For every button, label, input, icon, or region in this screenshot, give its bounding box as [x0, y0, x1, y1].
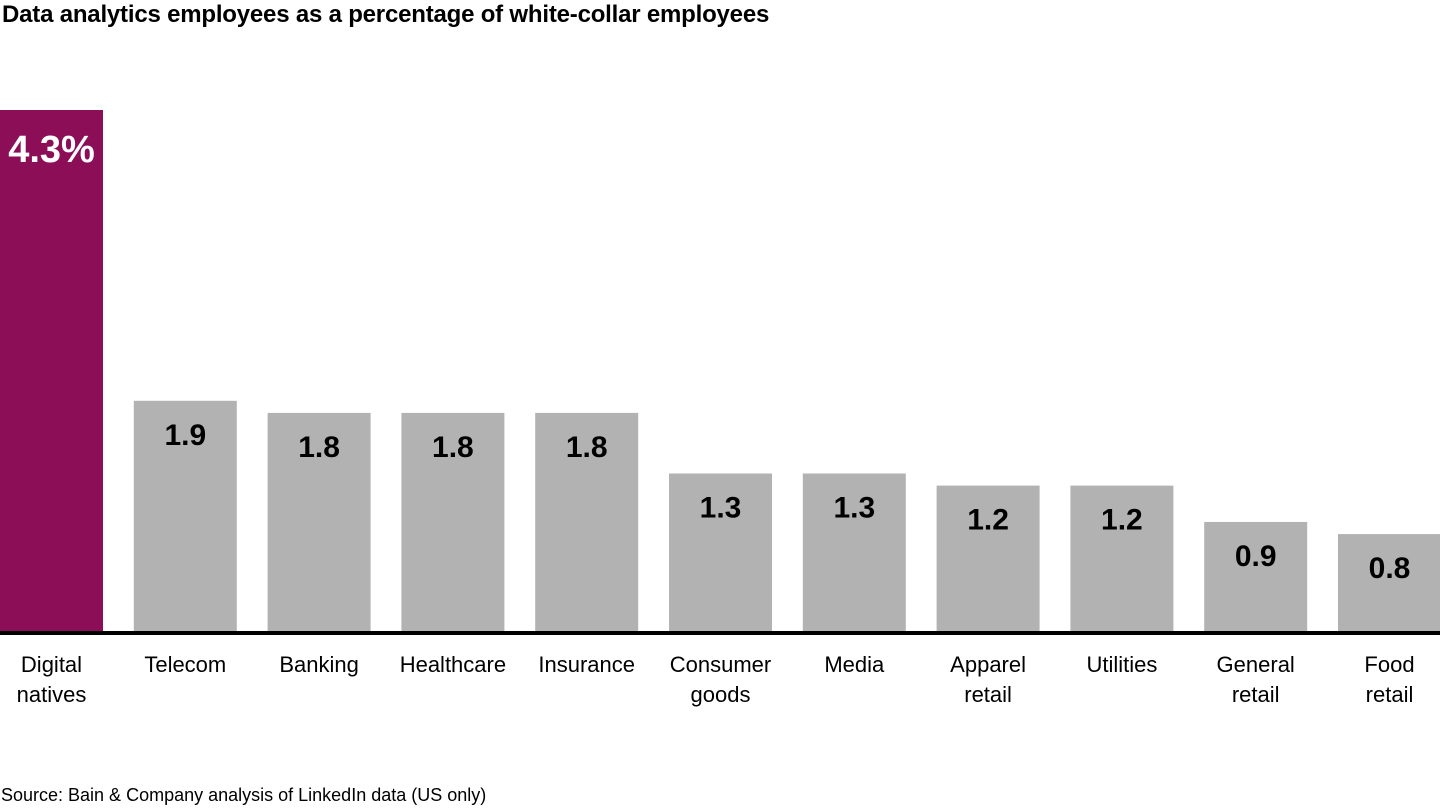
x-tick-label: Apparel retail: [950, 652, 1026, 707]
bar-general-retail: [1204, 521, 1308, 631]
x-tick-label: Media: [824, 652, 885, 677]
data-label: 1.8: [432, 431, 474, 464]
x-axis-line: [0, 631, 1440, 635]
bar-healthcare: [401, 412, 505, 631]
data-label: 1.3: [833, 491, 875, 524]
data-label: 1.8: [298, 431, 340, 464]
bar-media: [802, 473, 906, 631]
data-label: 1.2: [1101, 504, 1143, 537]
x-tick-label: Banking: [279, 652, 359, 677]
data-label: 1.8: [566, 431, 608, 464]
data-label: 1.2: [967, 504, 1009, 537]
data-label: 0.9: [1235, 540, 1277, 573]
data-label: 1.9: [164, 419, 206, 452]
source-note: Source: Bain & Company analysis of Linke…: [1, 785, 487, 805]
bar-banking: [267, 412, 371, 631]
x-tick-label: Food retail: [1364, 652, 1414, 707]
bar-consumer-goods: [669, 473, 772, 631]
data-label: 4.3%: [8, 129, 95, 171]
data-label: 0.8: [1369, 552, 1411, 585]
bar-digital-natives: [0, 110, 103, 631]
bar-utilities: [1070, 485, 1174, 631]
bar-insurance: [535, 412, 639, 631]
bar-telecom: [133, 400, 237, 631]
bar-food-retail: [1338, 534, 1440, 631]
x-tick-label: Insurance: [538, 652, 635, 677]
x-tick-label: Consumer goods: [670, 652, 771, 707]
x-tick-label: Telecom: [144, 652, 226, 677]
x-tick-label: General retail: [1217, 652, 1295, 707]
chart-title: Data analytics employees as a percentage…: [2, 1, 770, 28]
x-tick-label: Healthcare: [400, 652, 506, 677]
bar-apparel-retail: [936, 485, 1040, 631]
x-tick-label: Utilities: [1086, 652, 1157, 677]
x-tick-label: Digital natives: [17, 652, 87, 707]
data-label: 1.3: [700, 491, 742, 524]
